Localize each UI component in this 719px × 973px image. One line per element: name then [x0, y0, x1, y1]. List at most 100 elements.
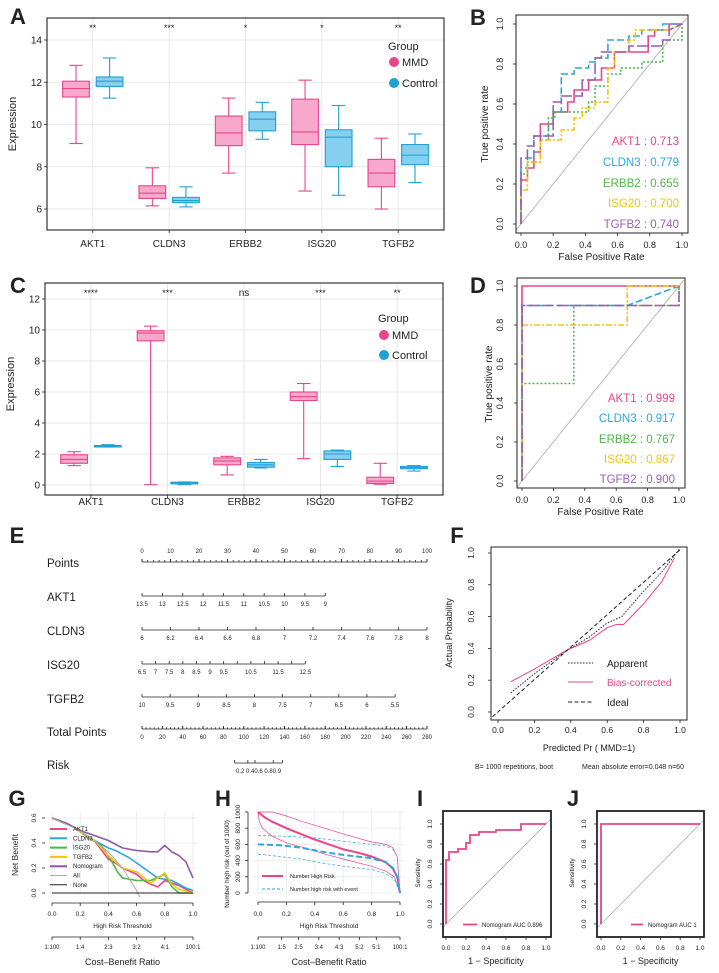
box-mmd-erbb2 [214, 97, 243, 174]
footnote-repetitions: B= 1000 repetitions, boot [475, 764, 553, 771]
box-iqr [138, 185, 167, 199]
y-tick-label: 0.0 [427, 919, 434, 928]
x2-tick-label: 3:4 [315, 945, 324, 951]
legend-label: CLDN3 [73, 836, 93, 842]
x-tick-label: 0.4 [565, 725, 577, 735]
ci-curve-number-high-risk-with-event [257, 853, 401, 894]
tick-label: 6.6 [223, 636, 232, 642]
tick-label: 6.4 [195, 636, 204, 642]
legend-label: Nomogram AUC 0.896 [482, 923, 543, 929]
auc-label-isg20: ISG20 : 0.867 [604, 454, 675, 466]
y-axis-label: Expression [5, 357, 17, 411]
legend: Number High Risk Number high risk with ev… [262, 874, 358, 893]
panel-J: J 0.0 0.0 0.2 0.2 0.4 0.4 0.6 0.6 0.8 0.8 1.0 1.0 1 −… [567, 786, 705, 966]
x-tick-label: 0.6 [132, 911, 141, 918]
legend: Group MMD Control [388, 41, 437, 90]
plot-border [515, 14, 689, 234]
x-tick-label: ERBB2 [229, 239, 262, 250]
tick-label: 7 [309, 703, 313, 709]
y-tick-label: 1000 [235, 804, 242, 819]
y-tick-label: 8 [34, 357, 40, 368]
panel-G: G 0.0 0.2 0.4 0.6 0.8 1.0 High Risk Threshold 1:… [8, 786, 201, 967]
tick-label: 7.6 [366, 636, 375, 642]
y-tick-label: 1.0 [495, 18, 505, 31]
x2-axis-label: Cost–Benefit Ratio [85, 957, 160, 967]
panel-letter: F [450, 523, 463, 548]
panel-letter: G [8, 786, 25, 811]
legend-label: ISG20 [73, 846, 91, 852]
x2-tick-label: 5:1 [372, 945, 381, 951]
y-tick-label: 0 [235, 891, 242, 895]
legend-label: Nomogram AUC 1 [648, 923, 697, 929]
panel-F: F 0.0 0.0 0.2 0.2 0.4 0.4 0.6 0.6 0.8 0.8 1.0 1.0 App… [444, 523, 688, 771]
x-tick-label: 0.8 [644, 240, 657, 250]
x2-tick-label: 5:2 [355, 945, 364, 951]
y-tick-label: 0.0 [581, 919, 588, 928]
box-mmd-akt1 [60, 451, 89, 467]
auc-label-tgfb2: TGFB2 : 0.900 [600, 474, 675, 486]
box-iqr [323, 450, 352, 460]
x-tick-label: 0.2 [528, 725, 540, 735]
y-tick-label: 12 [31, 78, 43, 89]
plot-border [490, 546, 688, 721]
tick-label: 10 [167, 549, 174, 555]
y-tick-label: 0.2 [466, 674, 476, 686]
y-tick-label: 0.0 [466, 706, 476, 718]
tick-label: 6 [365, 703, 369, 709]
y-tick-label: 6 [36, 205, 42, 216]
tick-label: 7.5 [278, 703, 287, 709]
tick-label: 9.5 [166, 703, 175, 709]
legend-title: Group [378, 313, 409, 325]
box-iqr [136, 330, 165, 342]
x2-tick-label: 1:4 [76, 945, 85, 951]
y-tick-label: 14 [31, 36, 43, 47]
legend-label: Nomogram [73, 864, 103, 870]
y-tick-label: 0.2 [427, 899, 434, 908]
x-tick-label: TGFB2 [382, 239, 415, 250]
row-label: Risk [47, 760, 70, 772]
significance-label: *** [162, 288, 173, 298]
x2-tick-label: 1:5 [277, 945, 286, 951]
tick-label: 0 [140, 549, 144, 555]
plot-border [596, 810, 705, 938]
nomogram-row-tgfb2: TGFB2 10 9.5 9 8.5 8 7.5 7 6.5 6 5.5 [47, 694, 400, 709]
tick-label: 7.2 [309, 636, 318, 642]
x-tick-label: AKT1 [78, 497, 103, 508]
y-tick-label: 0.2 [581, 899, 588, 908]
x2-tick-label: 2:3 [104, 945, 113, 951]
legend-label: Control [402, 78, 437, 90]
x-tick-label: 0.2 [616, 945, 625, 952]
y-tick-label: 1.0 [581, 819, 588, 828]
box-mmd-erbb2 [213, 455, 242, 476]
x2-tick-label: 100:1 [392, 945, 408, 951]
calibration-curve-bias-corrected [510, 557, 675, 683]
calibration-curve-apparent [510, 547, 681, 694]
tick-label: 0 [140, 735, 144, 741]
x-tick-label: 0.6 [339, 911, 348, 918]
box-mmd-tgfb2 [367, 137, 396, 210]
panel-letter: D [470, 273, 486, 298]
legend-label: MMD [392, 330, 418, 342]
box-iqr [214, 115, 243, 147]
tick-label: 10.5 [245, 670, 257, 676]
tick-label: 60 [200, 735, 207, 741]
x-tick-label: 0.8 [638, 725, 650, 735]
x-tick-label: CLDN3 [151, 497, 184, 508]
panel-B: B 0.0 0.0 0.2 0.2 0.4 0.4 0.6 0.6 0.8 0.8 1.0 1.0 Fal… [470, 5, 689, 263]
y-tick-label: 10 [31, 120, 43, 131]
reference-diagonal [516, 279, 685, 488]
x-tick-label: 1.0 [674, 725, 686, 735]
panel-letter: E [10, 523, 25, 548]
x-tick-label: 0.6 [601, 725, 613, 735]
x-tick-label: AKT1 [80, 239, 105, 250]
tick-label: 6.8 [252, 636, 261, 642]
y-axis-label: Actual Probability [444, 598, 454, 668]
legend-label: AKT1 [73, 827, 89, 833]
x-tick-label: 1.0 [676, 240, 689, 250]
tick-label: 7.4 [337, 636, 346, 642]
box-control-akt1 [93, 444, 122, 448]
panel-letter: J [567, 786, 579, 811]
row-label: CLDN3 [47, 626, 85, 638]
curves [492, 547, 681, 718]
